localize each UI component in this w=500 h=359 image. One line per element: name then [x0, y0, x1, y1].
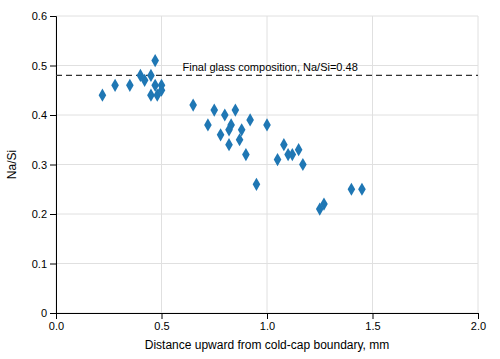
- point: [126, 79, 134, 92]
- x-axis-tick-mark: [162, 313, 163, 319]
- chart: 0.0 0.5 1.0 1.5 2.0 0 0.1 0.2 0.3 0.4 0.5 0.6 Final …: [0, 0, 500, 359]
- grid-line-y: [56, 16, 478, 17]
- annotation: Final glass composition, Na/Si=0.48: [183, 61, 358, 73]
- y-axis-tick-mark: [50, 214, 56, 215]
- y-axis-tick-mark: [50, 66, 56, 67]
- y-axis-tick-label: 0.1: [32, 258, 47, 270]
- point: [141, 74, 149, 87]
- x-axis: 0.0 0.5 1.0 1.5 2.0: [49, 313, 486, 332]
- x-axis-tick-label: 1.5: [365, 320, 380, 332]
- point: [151, 54, 159, 67]
- marks: [56, 54, 478, 216]
- reference-line: [56, 75, 478, 76]
- x-axis-tick: 0.0: [49, 313, 64, 332]
- x-axis-line: [57, 314, 479, 320]
- point: [210, 103, 218, 116]
- x-axis-tick-label: 0.5: [154, 320, 169, 332]
- y-axis-tick-mark: [50, 264, 56, 265]
- point: [263, 118, 271, 131]
- y-axis-tick-label: 0.6: [32, 10, 47, 22]
- y-axis-tick-label: 0.4: [32, 109, 47, 121]
- y-axis-tick-mark: [50, 165, 56, 166]
- point: [232, 103, 240, 116]
- point: [348, 183, 356, 196]
- grid: [56, 16, 478, 313]
- point: [274, 153, 282, 166]
- x-axis-tick: 1.0: [260, 313, 275, 332]
- point: [280, 138, 288, 151]
- plot: 0.0 0.5 1.0 1.5 2.0 0 0.1 0.2 0.3 0.4 0.5 0.6 Final …: [32, 10, 486, 332]
- point: [299, 158, 307, 171]
- x-axis-tick-label: 2.0: [471, 320, 486, 332]
- x-axis-tick-mark: [478, 313, 479, 319]
- x-axis-tick: 0.5: [154, 313, 169, 332]
- point: [147, 69, 155, 82]
- x-axis-tick-mark: [373, 313, 374, 319]
- point: [158, 84, 166, 97]
- y-axis-tick: 0: [41, 307, 56, 319]
- x-axis-tick-mark: [267, 313, 268, 319]
- grid-line-y: [56, 164, 478, 165]
- y-axis-tick: 0.6: [32, 10, 56, 22]
- x-axis-tick-label: 1.0: [260, 320, 275, 332]
- y-axis-line: [50, 17, 57, 314]
- point: [225, 138, 233, 151]
- point: [295, 143, 303, 156]
- y-axis-tick-mark: [50, 115, 56, 116]
- point: [320, 198, 328, 211]
- point: [189, 99, 197, 112]
- point: [289, 148, 297, 161]
- y-axis-tick: 0.3: [32, 159, 56, 171]
- y-axis-tick-mark: [50, 16, 56, 17]
- x-axis-title: Distance upward from cold-cap boundary, …: [145, 338, 390, 352]
- y-axis-tick: 0.2: [32, 208, 56, 220]
- point: [253, 178, 261, 191]
- y-axis: 0 0.1 0.2 0.3 0.4 0.5 0.6: [32, 10, 57, 319]
- point: [242, 148, 250, 161]
- y-axis-tick-mark: [50, 313, 56, 314]
- point: [217, 128, 225, 141]
- y-axis-tick-label: 0.3: [32, 159, 47, 171]
- y-axis-tick-label: 0.5: [32, 60, 47, 72]
- y-axis-tick: 0.4: [32, 109, 56, 121]
- point: [227, 118, 235, 131]
- grid-line-y: [56, 214, 478, 215]
- point: [246, 113, 254, 126]
- point: [99, 89, 107, 102]
- grid-line-y: [56, 263, 478, 264]
- x-axis-tick-label: 0.0: [49, 320, 64, 332]
- y-axis-tick: 0.5: [32, 60, 56, 72]
- point: [221, 108, 229, 121]
- x-axis-tick: 1.5: [365, 313, 380, 332]
- point: [204, 118, 212, 131]
- y-axis-tick-label: 0: [41, 307, 47, 319]
- point: [358, 183, 366, 196]
- x-axis-tick: 2.0: [471, 313, 486, 332]
- y-axis-title: Na/Si: [5, 150, 19, 179]
- grid-line-y: [56, 115, 478, 116]
- point: [111, 79, 119, 92]
- y-axis-tick: 0.1: [32, 258, 56, 270]
- point: [238, 123, 246, 136]
- y-axis-tick-label: 0.2: [32, 208, 47, 220]
